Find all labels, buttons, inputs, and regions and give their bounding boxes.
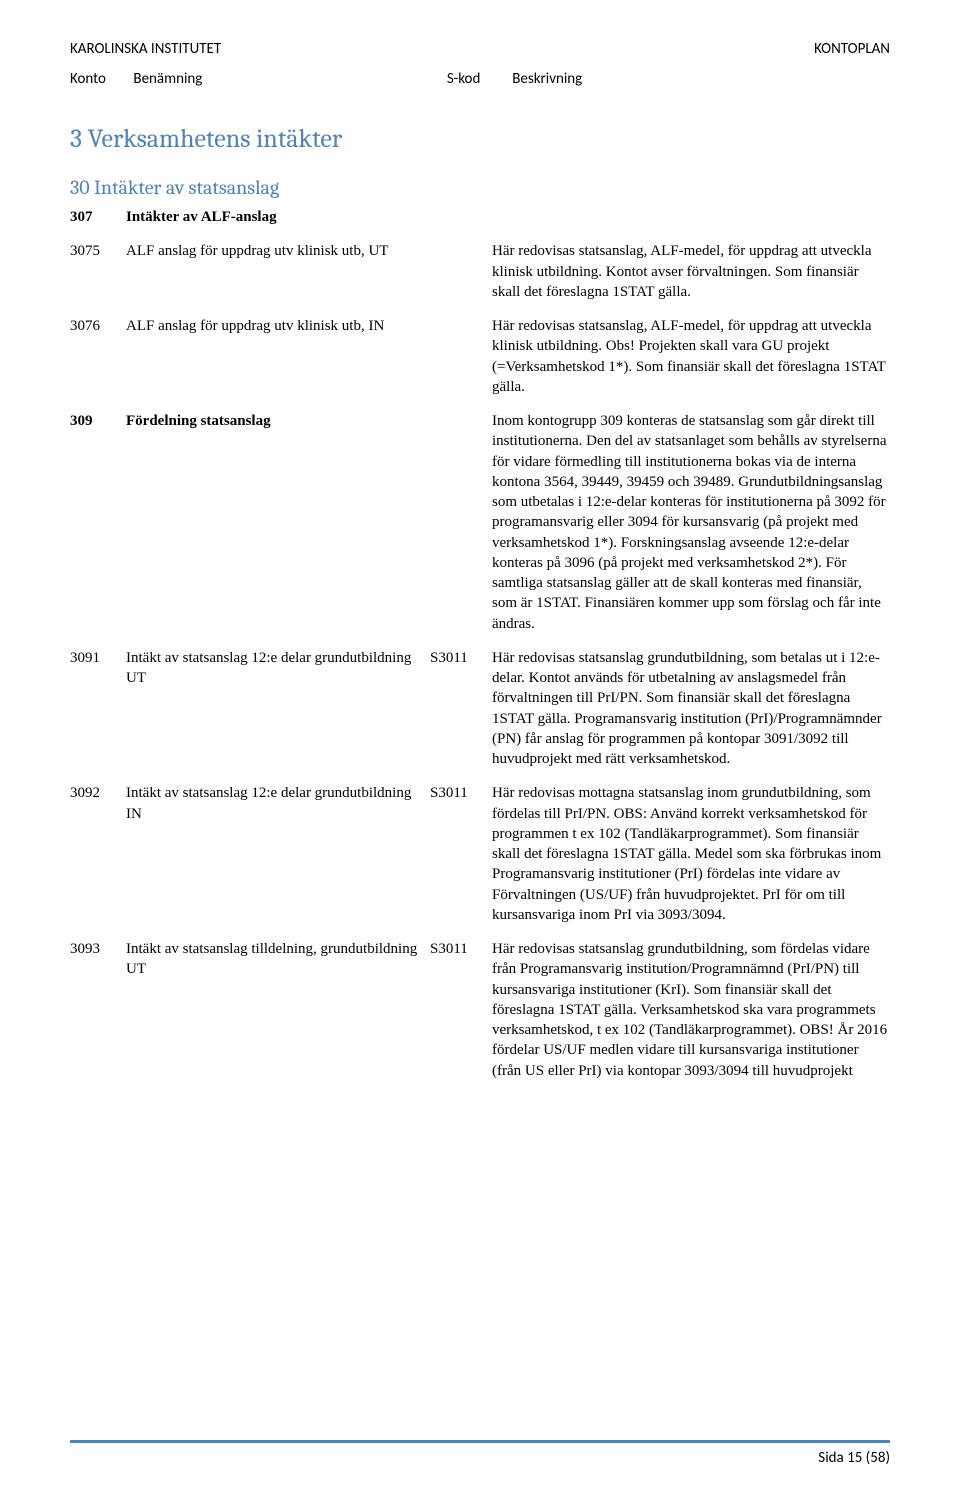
cell-skod: S3011: [430, 783, 492, 925]
cell-konto: 3076: [70, 316, 126, 397]
cell-konto: 309: [70, 411, 126, 634]
column-headers: Konto Benämning S-kod Beskrivning: [70, 70, 890, 88]
cell-ben: Fördelning statsanslag: [126, 411, 430, 634]
page-header: KAROLINSKA INSTITUTET KONTOPLAN: [70, 40, 890, 58]
cell-ben: Intäkter av ALF-anslag: [126, 207, 430, 227]
cell-konto: 3092: [70, 783, 126, 925]
cell-desc: Här redovisas statsanslag, ALF-medel, fö…: [492, 316, 890, 397]
account-row: 3091Intäkt av statsanslag 12:e delar gru…: [70, 648, 890, 770]
cell-ben: Intäkt av statsanslag tilldelning, grund…: [126, 939, 430, 1081]
cell-desc: Här redovisas mottagna statsanslag inom …: [492, 783, 890, 925]
cell-skod: [430, 316, 492, 397]
cell-skod: [430, 207, 492, 227]
header-left: KAROLINSKA INSTITUTET: [70, 40, 221, 58]
col-ben: Benämning: [133, 70, 443, 88]
account-row: 309Fördelning statsanslag Inom kontogrupp…: [70, 411, 890, 634]
account-rows: 307Intäkter av ALF-anslag3075ALF anslag …: [70, 207, 890, 1081]
cell-skod: S3011: [430, 648, 492, 770]
cell-konto: 307: [70, 207, 126, 227]
cell-ben: Intäkt av statsanslag 12:e delar grundut…: [126, 648, 430, 770]
cell-ben: Intäkt av statsanslag 12:e delar grundut…: [126, 783, 430, 925]
cell-ben: ALF anslag för uppdrag utv klinisk utb, …: [126, 316, 430, 397]
cell-desc: Här redovisas statsanslag grundutbildnin…: [492, 939, 890, 1081]
cell-konto: 3091: [70, 648, 126, 770]
section-title-sub: 30 Intäkter av statsanslag: [70, 176, 890, 199]
col-konto: Konto: [70, 70, 130, 88]
cell-desc: [492, 207, 890, 227]
cell-skod: [430, 411, 492, 634]
account-row: 3075ALF anslag för uppdrag utv klinisk u…: [70, 241, 890, 302]
account-row: 3093Intäkt av statsanslag tilldelning, g…: [70, 939, 890, 1081]
cell-desc: Inom kontogrupp 309 konteras de statsans…: [492, 411, 890, 634]
account-row: 3076ALF anslag för uppdrag utv klinisk u…: [70, 316, 890, 397]
cell-desc: Här redovisas statsanslag, ALF-medel, fö…: [492, 241, 890, 302]
page-footer: Sida 15 (58): [70, 1440, 890, 1467]
col-skod: S-kod: [447, 70, 509, 88]
page-number: Sida 15 (58): [818, 1449, 890, 1467]
cell-skod: [430, 241, 492, 302]
col-desc: Beskrivning: [512, 70, 582, 88]
section-title-main: 3 Verksamhetens intäkter: [70, 124, 890, 154]
account-row: 3092Intäkt av statsanslag 12:e delar gru…: [70, 783, 890, 925]
header-right: KONTOPLAN: [814, 40, 890, 58]
cell-ben: ALF anslag för uppdrag utv klinisk utb, …: [126, 241, 430, 302]
cell-desc: Här redovisas statsanslag grundutbildnin…: [492, 648, 890, 770]
account-row: 307Intäkter av ALF-anslag: [70, 207, 890, 227]
cell-konto: 3093: [70, 939, 126, 1081]
cell-skod: S3011: [430, 939, 492, 1081]
cell-konto: 3075: [70, 241, 126, 302]
